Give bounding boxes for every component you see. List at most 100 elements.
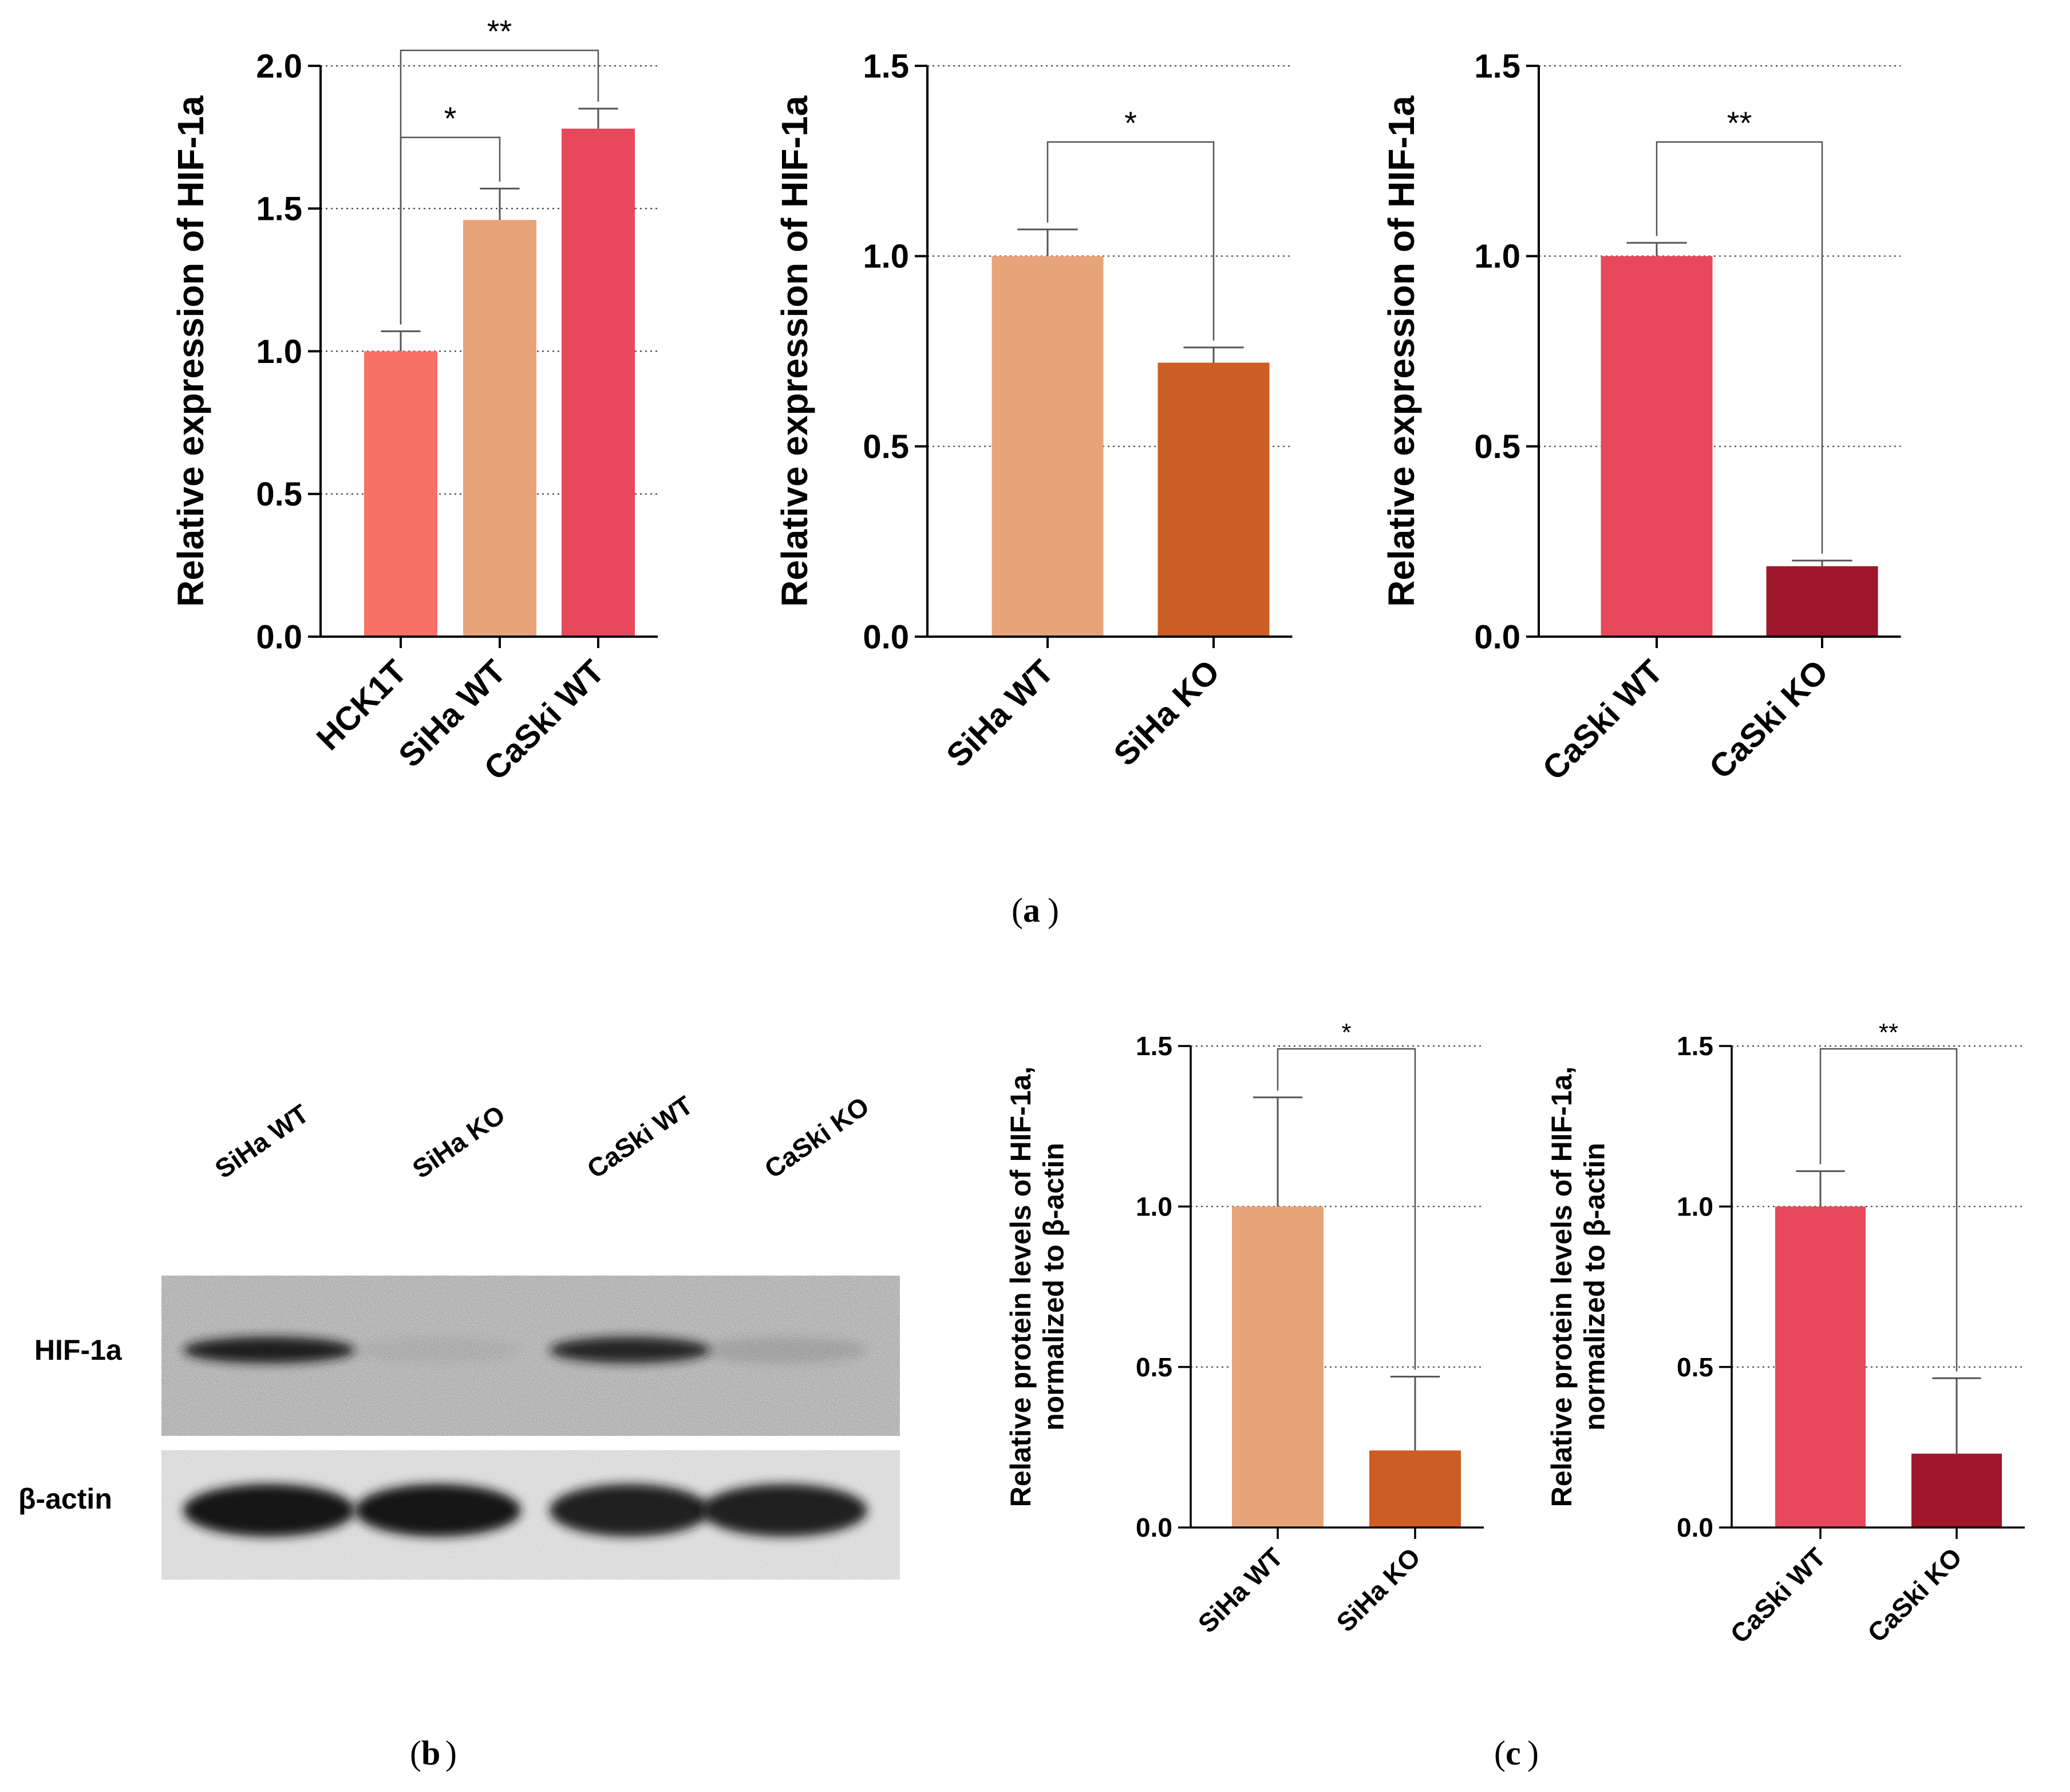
y-axis-title: normalized to β-actin	[1579, 1143, 1611, 1431]
blot-lane-label: CaSki KO	[759, 1091, 875, 1184]
blot-strip-hif-1a	[161, 1276, 900, 1436]
bar-chart-4: 0.0 0.5 1.0 1.5 SiHa WT SiHa KO Relative prote…	[1005, 1019, 1484, 1639]
blot-band	[550, 1484, 710, 1537]
significance-bracket: *	[1046, 105, 1215, 341]
y-tick-label: 1.5	[863, 48, 909, 85]
blot-band	[183, 1337, 355, 1363]
panel-caption-b: ( b )	[410, 1734, 457, 1772]
blot-lane-label: SiHa WT	[210, 1099, 314, 1185]
category-label: CaSki KO	[1702, 653, 1835, 786]
blot-band	[355, 1484, 521, 1537]
blot-band	[355, 1337, 521, 1363]
significance-label: *	[1341, 1019, 1351, 1047]
blot-row-label: β-actin	[18, 1483, 112, 1515]
blot-lane-labels: SiHa WT SiHa KO CaSki WT CaSki KO	[210, 1090, 875, 1184]
svg-text:): )	[1048, 891, 1059, 929]
svg-text:(: (	[1012, 891, 1023, 929]
error-bar	[1792, 559, 1852, 567]
blot-row-label: HIF-1a	[34, 1334, 123, 1366]
y-tick-label: 1.5	[256, 191, 302, 228]
significance-label: *	[444, 100, 457, 136]
bar-chart-3: 0.0 0.5 1.0 1.5 CaSki WT CaSki KO Relative exp…	[1381, 48, 1901, 787]
y-tick-label: 0.0	[863, 618, 909, 656]
category-label: SiHa KO	[1330, 1542, 1426, 1637]
western-blot-panel: SiHa WT SiHa KO CaSki WT CaSki KO HIF-1a β-a…	[18, 1090, 900, 1580]
y-axis-title: Relative expression of HIF-1a	[1381, 96, 1422, 607]
svg-text:): )	[1527, 1734, 1539, 1772]
blot-band	[550, 1337, 710, 1363]
blot-strip-beta-actin	[161, 1450, 900, 1580]
significance-label: *	[1124, 105, 1137, 141]
y-tick-label: 1.5	[1677, 1031, 1713, 1061]
significance-bracket: **	[400, 13, 599, 325]
error-bar	[1390, 1375, 1440, 1451]
bar	[1601, 256, 1713, 637]
significance-label: **	[1879, 1019, 1898, 1047]
significance-bracket: **	[1656, 105, 1823, 554]
category-label: CaSki KO	[1862, 1542, 1968, 1648]
y-tick-label: 1.5	[1474, 48, 1520, 85]
bar	[1369, 1450, 1461, 1527]
bar	[1232, 1206, 1324, 1527]
category-label: CaSki WT	[1535, 653, 1670, 787]
significance-bracket: *	[1277, 1019, 1416, 1370]
significance-label: **	[1727, 105, 1752, 141]
svg-text:(: (	[1494, 1734, 1506, 1772]
blot-lane-label: SiHa KO	[407, 1099, 511, 1184]
error-bar	[1017, 228, 1078, 256]
y-axis-title: normalized to β-actin	[1038, 1143, 1070, 1431]
y-tick-label: 0.0	[1677, 1513, 1713, 1542]
y-tick-label: 1.0	[863, 238, 909, 275]
y-tick-label: 0.5	[1474, 428, 1520, 465]
y-tick-label: 1.0	[1474, 238, 1520, 275]
panel-caption-c: ( c )	[1494, 1734, 1539, 1772]
y-tick-label: 0.0	[1474, 618, 1520, 656]
svg-text:): )	[445, 1734, 457, 1772]
category-label: SiHa KO	[1107, 653, 1227, 773]
y-tick-label: 1.0	[1677, 1191, 1713, 1221]
y-tick-label: 1.5	[1136, 1031, 1172, 1061]
blot-band	[701, 1337, 867, 1363]
panel-caption-a: ( a )	[1012, 891, 1059, 929]
svg-text:(: (	[410, 1734, 421, 1772]
y-tick-label: 0.0	[256, 618, 302, 656]
y-axis-title: Relative protein levels of HIF-1a,	[1005, 1067, 1037, 1507]
y-tick-label: 0.5	[1136, 1352, 1172, 1382]
bar	[364, 351, 437, 637]
significance-bracket: **	[1819, 1019, 1958, 1372]
bar-chart-5: 0.0 0.5 1.0 1.5 CaSki WT CaSki KO Relative pro…	[1546, 1019, 2025, 1649]
error-bar	[1796, 1170, 1845, 1207]
y-axis-title: Relative expression of HIF-1a	[774, 96, 815, 607]
error-bar	[1932, 1377, 1981, 1454]
y-tick-label: 1.0	[1136, 1191, 1172, 1221]
y-tick-label: 0.0	[1136, 1513, 1172, 1542]
error-bar	[578, 108, 618, 129]
y-tick-label: 1.0	[256, 333, 302, 370]
error-bar	[480, 187, 520, 220]
error-bar	[1626, 242, 1687, 256]
panel-label-b: b	[421, 1734, 440, 1772]
panel-label-c: c	[1506, 1734, 1521, 1772]
bar	[1775, 1206, 1866, 1527]
y-axis-title: Relative expression of HIF-1a	[170, 96, 211, 607]
blot-band	[701, 1484, 867, 1537]
blot-band	[183, 1484, 355, 1537]
error-bar	[1253, 1096, 1303, 1207]
category-label: SiHa WT	[939, 653, 1061, 774]
bar	[562, 128, 635, 637]
bar	[1158, 362, 1270, 637]
panel-label-a: a	[1023, 891, 1040, 929]
error-bar	[381, 330, 421, 352]
blot-lane-label: CaSki WT	[582, 1090, 698, 1184]
category-label: CaSki WT	[1724, 1542, 1831, 1649]
blot-row-labels: HIF-1a β-actin	[18, 1334, 123, 1515]
blot-strips	[161, 1276, 900, 1580]
significance-label: **	[487, 13, 512, 49]
y-tick-label: 2.0	[256, 48, 302, 85]
bar	[991, 256, 1104, 637]
bar	[1766, 566, 1878, 637]
y-tick-label: 0.5	[256, 476, 302, 513]
bar-chart-2: 0.0 0.5 1.0 1.5 SiHa WT SiHa KO Relative expre…	[774, 48, 1293, 775]
y-tick-label: 0.5	[863, 428, 909, 465]
